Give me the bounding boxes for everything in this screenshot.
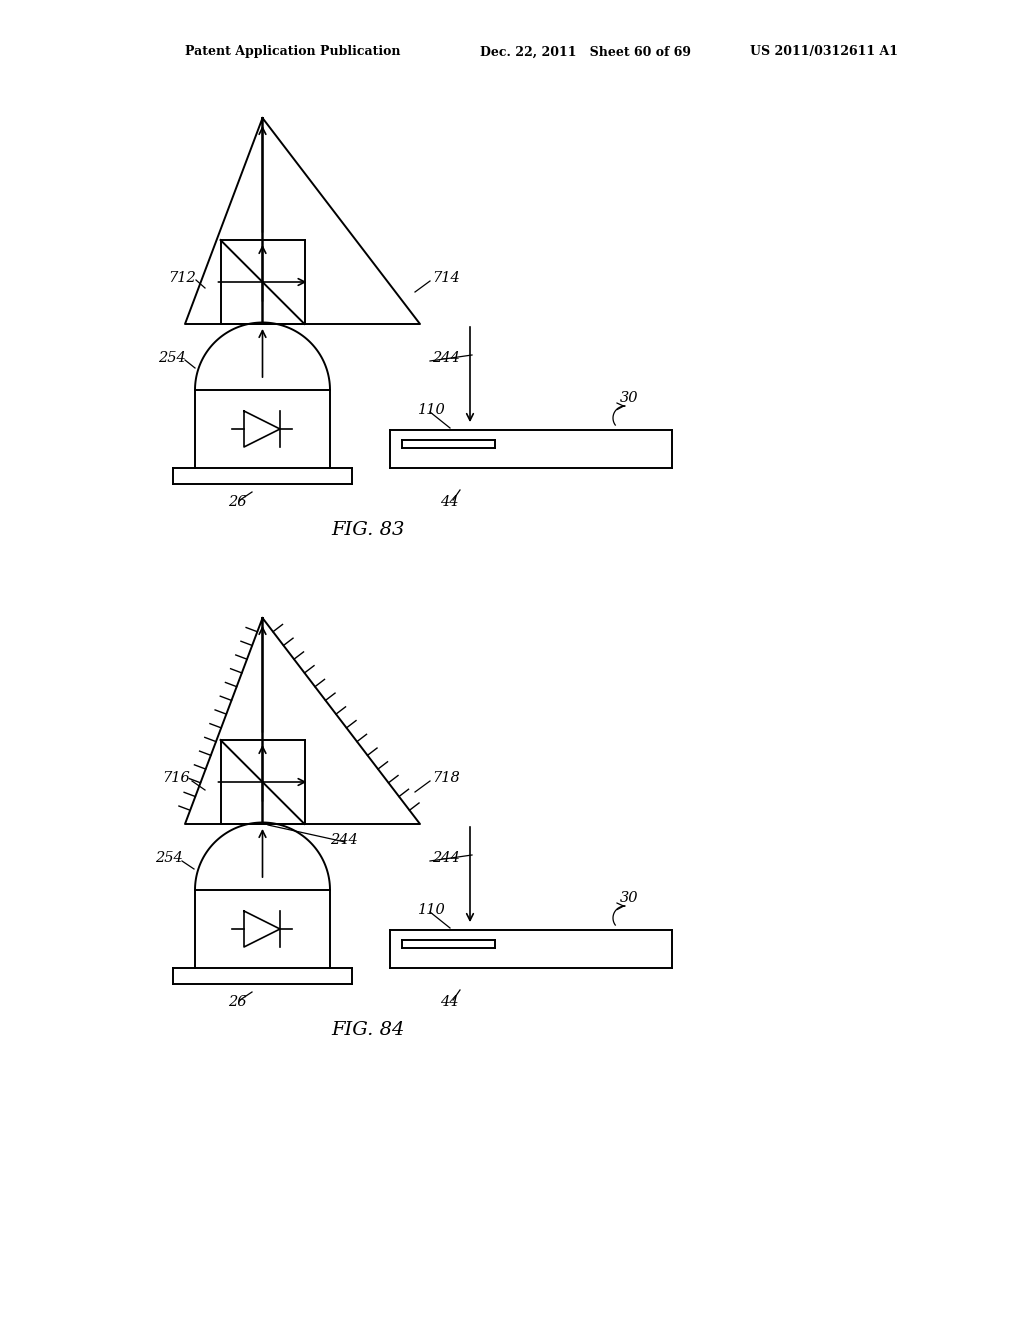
Text: 254: 254 bbox=[158, 351, 185, 366]
Text: 244: 244 bbox=[432, 351, 460, 366]
Text: US 2011/0312611 A1: US 2011/0312611 A1 bbox=[750, 45, 898, 58]
Text: 44: 44 bbox=[440, 495, 459, 510]
Text: 30: 30 bbox=[620, 891, 639, 906]
Text: FIG. 84: FIG. 84 bbox=[332, 1020, 404, 1039]
Text: Patent Application Publication: Patent Application Publication bbox=[185, 45, 400, 58]
Text: 44: 44 bbox=[440, 995, 459, 1008]
Text: 716: 716 bbox=[162, 771, 189, 785]
Text: 26: 26 bbox=[228, 995, 247, 1008]
Text: 718: 718 bbox=[432, 771, 460, 785]
Text: 26: 26 bbox=[228, 495, 247, 510]
Text: 254: 254 bbox=[155, 851, 182, 865]
Text: 712: 712 bbox=[168, 271, 196, 285]
Text: 110: 110 bbox=[418, 403, 445, 417]
Text: 30: 30 bbox=[620, 391, 639, 405]
Text: 244: 244 bbox=[432, 851, 460, 865]
Text: Dec. 22, 2011   Sheet 60 of 69: Dec. 22, 2011 Sheet 60 of 69 bbox=[480, 45, 691, 58]
Text: FIG. 83: FIG. 83 bbox=[332, 521, 404, 539]
Text: 244: 244 bbox=[330, 833, 357, 847]
Text: 110: 110 bbox=[418, 903, 445, 917]
Text: 714: 714 bbox=[432, 271, 460, 285]
